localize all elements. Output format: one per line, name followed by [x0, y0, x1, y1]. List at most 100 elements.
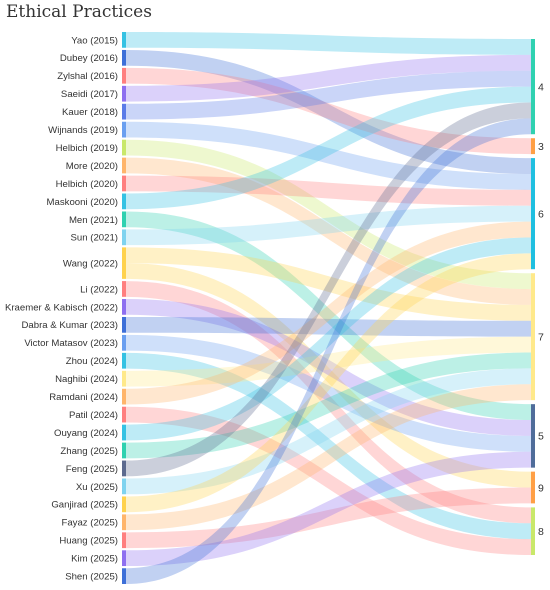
target-node[interactable]: [531, 471, 535, 504]
link-13-to-9: [126, 263, 531, 488]
link-1-to-4: [126, 32, 531, 55]
source-label: Ramdani (2024): [49, 392, 118, 403]
link-10-to-4: [126, 86, 531, 210]
link-28-to-9: [126, 487, 531, 549]
source-node[interactable]: [122, 103, 126, 120]
source-node[interactable]: [122, 229, 126, 246]
source-label: Ouyang (2024): [54, 428, 118, 439]
target-label: 5: [538, 431, 544, 443]
link-15-to-5: [126, 299, 531, 436]
link-6-to-6: [126, 121, 531, 190]
source-label: Sun (2021): [71, 233, 118, 244]
target-node[interactable]: [531, 404, 535, 468]
source-node[interactable]: [122, 532, 126, 549]
link-22-to-6: [126, 237, 531, 441]
link-18-to-8: [126, 352, 531, 540]
link-8-to-7: [126, 157, 531, 305]
link-21-to-8: [126, 406, 531, 555]
source-node[interactable]: [122, 139, 126, 156]
source-node[interactable]: [122, 67, 126, 84]
link-29-to-5: [126, 451, 531, 567]
target-node[interactable]: [531, 138, 535, 155]
target-label: 4: [538, 81, 544, 93]
link-4-to-4: [126, 54, 531, 102]
target-label: 7: [538, 331, 544, 343]
target-node[interactable]: [531, 39, 535, 135]
source-label: Kim (2025): [71, 554, 118, 565]
source-label: Men (2021): [69, 215, 118, 226]
link-16-to-7: [126, 316, 531, 337]
source-label: Helbich (2020): [56, 179, 118, 190]
target-node[interactable]: [531, 273, 535, 401]
link-24-to-4: [126, 102, 531, 477]
source-node[interactable]: [122, 460, 126, 477]
source-label: Ganjirad (2025): [51, 500, 118, 511]
link-12-to-6: [126, 205, 531, 246]
source-node[interactable]: [122, 352, 126, 369]
source-node[interactable]: [122, 49, 126, 66]
source-label: Kraemer & Kabisch (2022): [5, 302, 118, 313]
link-5-to-4: [126, 70, 531, 120]
target-label: 8: [538, 526, 544, 538]
source-label: Zhang (2025): [60, 446, 118, 457]
source-node[interactable]: [122, 247, 126, 279]
link-7-to-7: [126, 139, 531, 290]
source-node[interactable]: [122, 121, 126, 138]
source-label: More (2020): [66, 161, 118, 172]
source-label: Fayaz (2025): [61, 518, 118, 529]
source-label: Li (2022): [80, 284, 118, 295]
source-label: Victor Matasov (2023): [24, 338, 118, 349]
link-14-to-8: [126, 281, 531, 524]
source-label: Dabra & Kumar (2023): [21, 320, 118, 331]
source-label: Shen (2025): [65, 572, 118, 583]
source-label: Wijnands (2019): [48, 125, 118, 136]
source-label: Saeidi (2017): [61, 89, 118, 100]
source-node[interactable]: [122, 316, 126, 333]
link-17-to-5: [126, 334, 531, 452]
source-node[interactable]: [122, 478, 126, 495]
source-node[interactable]: [122, 550, 126, 567]
link-3-to-3: [126, 67, 531, 155]
source-node[interactable]: [122, 442, 126, 459]
source-node[interactable]: [122, 514, 126, 531]
source-label: Yao (2015): [71, 35, 118, 46]
source-label: Naghibi (2024): [55, 374, 118, 385]
source-node[interactable]: [122, 175, 126, 192]
link-11-to-5: [126, 211, 531, 421]
source-node[interactable]: [122, 334, 126, 351]
target-node[interactable]: [531, 158, 535, 270]
source-node[interactable]: [122, 370, 126, 387]
chart-title: Ethical Practices: [6, 2, 152, 22]
link-20-to-6: [126, 221, 531, 405]
source-node[interactable]: [122, 193, 126, 210]
source-label: Huang (2025): [59, 536, 118, 547]
source-label: Wang (2022): [63, 259, 118, 270]
source-node[interactable]: [122, 496, 126, 513]
link-30-to-4: [126, 118, 531, 585]
source-node[interactable]: [122, 406, 126, 423]
source-node[interactable]: [122, 211, 126, 228]
source-node[interactable]: [122, 299, 126, 315]
target-label: 9: [538, 482, 544, 494]
source-node[interactable]: [122, 281, 126, 297]
labels-layer: Yao (2015) Dubey (2016) Zylshal (2016) Saei…: [5, 35, 544, 582]
source-node[interactable]: [122, 157, 126, 174]
source-node[interactable]: [122, 424, 126, 441]
source-node[interactable]: [122, 568, 126, 584]
link-9-to-6: [126, 175, 531, 206]
target-label: 3: [538, 141, 544, 153]
link-13-to-7: [126, 247, 531, 321]
source-node[interactable]: [122, 388, 126, 405]
source-node[interactable]: [122, 32, 126, 48]
nodes-layer: [122, 32, 535, 584]
source-label: Xu (2025): [76, 482, 118, 493]
source-node[interactable]: [122, 85, 126, 102]
source-label: Zhou (2024): [66, 356, 118, 367]
link-26-to-6: [126, 253, 531, 513]
source-label: Kauer (2018): [62, 107, 118, 118]
target-node[interactable]: [531, 507, 535, 555]
source-label: Feng (2025): [66, 464, 118, 475]
source-label: Dubey (2016): [60, 53, 118, 64]
